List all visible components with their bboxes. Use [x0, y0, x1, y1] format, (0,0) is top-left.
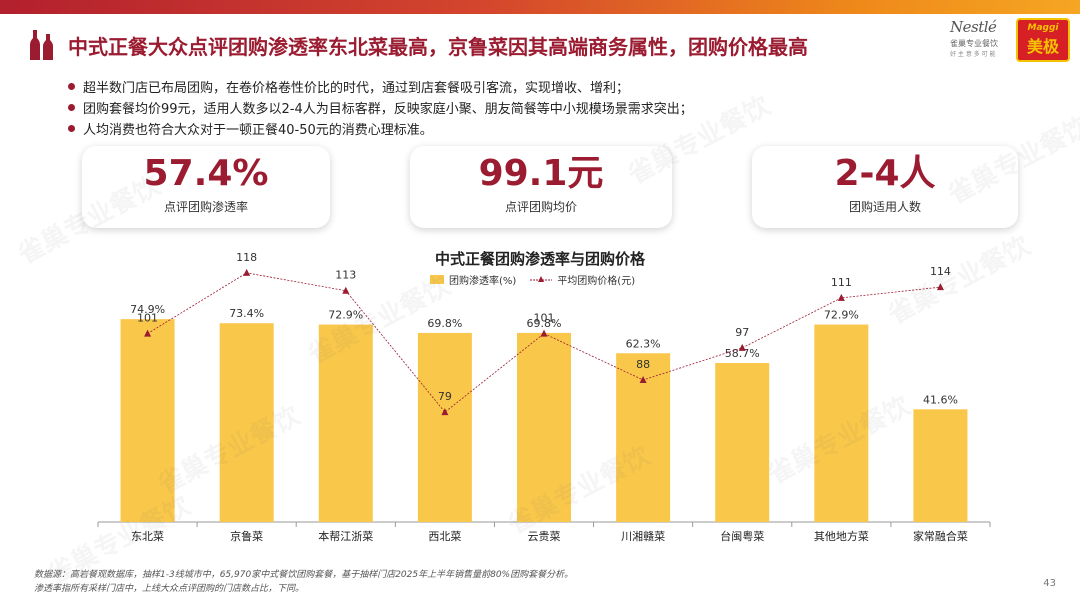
- footnote: 数据源：高岩餐观数据库，抽样1-3线城市中，65,970家中式餐饮团购套餐，基于…: [34, 568, 573, 596]
- price-data-label: 113: [335, 269, 356, 282]
- price-point-0: [144, 329, 152, 337]
- chart-legend: 团购渗透率(%) 平均团购价格(元): [430, 272, 635, 287]
- kpi-value: 99.1元: [478, 153, 604, 194]
- title-row: 中式正餐大众点评团购渗透率东北菜最高，京鲁菜因其高端商务属性，团购价格最高: [28, 28, 808, 62]
- price-data-label: 111: [831, 276, 852, 289]
- bar-8: [913, 409, 968, 522]
- maggi-logo: Maggi 美极: [1016, 18, 1070, 62]
- x-tick-label: 京鲁菜: [230, 529, 263, 543]
- nestle-wordmark: Nestlé: [950, 18, 997, 36]
- bar-6: [715, 363, 770, 522]
- bar-data-label: 73.4%: [229, 307, 264, 320]
- kpi-label: 团购适用人数: [848, 200, 921, 214]
- price-data-label: 79: [438, 390, 452, 403]
- chart-title: 中式正餐团购渗透率与团购价格: [434, 250, 645, 268]
- price-point-2: [342, 286, 350, 294]
- bar-data-label: 69.8%: [527, 317, 562, 330]
- price-point-3: [441, 408, 449, 416]
- footnote-line: 数据源：高岩餐观数据库，抽样1-3线城市中，65,970家中式餐饮团购套餐，基于…: [34, 570, 574, 580]
- price-point-1: [243, 268, 251, 276]
- kpi-card-avg-price: 99.1元 点评团购均价: [410, 146, 672, 228]
- bar-2: [318, 324, 373, 522]
- x-tick-label: 川湘赣菜: [621, 529, 665, 543]
- bar-data-label: 58.7%: [725, 347, 760, 360]
- legend-line-label: 平均团购价格(元): [557, 276, 636, 287]
- x-tick-label: 东北菜: [131, 530, 164, 543]
- x-tick-label: 西北菜: [428, 530, 461, 543]
- price-data-label: 101: [137, 312, 158, 325]
- price-point-8: [936, 283, 944, 291]
- maggi-wordmark: Maggi: [1027, 23, 1059, 33]
- bullet-item: 超半数门店已布局团购，在卷价格卷性价比的时代，通过到店套餐吸引客流，实现增收、增…: [68, 76, 693, 97]
- legend-line-swatch: [530, 276, 553, 282]
- legend-bar-swatch: [430, 275, 444, 284]
- kpi-card-penetration: 57.4% 点评团购渗透率: [82, 146, 330, 228]
- bar-data-label: 41.6%: [923, 393, 958, 406]
- brand-logos: Nestlé 雀巢专业餐饮 好 主 意 多 可 能 Maggi 美极: [950, 16, 1070, 64]
- wine-bottle-icon: [30, 30, 53, 60]
- price-data-label: 88: [636, 358, 650, 371]
- footnote-line: 渗透率指所有采样门店中，上线大众点评团购的门店数占比，下同。: [34, 584, 305, 594]
- chart-plot: 74.9% 东北菜 73.4% 京鲁菜 72.9% 本帮江浙菜 69.8% 西北菜 69.8% 云…: [97, 251, 991, 543]
- bar-7: [814, 324, 869, 522]
- bar-data-label: 72.9%: [328, 309, 363, 322]
- bar-4: [517, 332, 571, 522]
- bar-data-label: 62.3%: [626, 337, 661, 350]
- page-number: 43: [1043, 578, 1056, 589]
- nestle-slogan: 好 主 意 多 可 能: [950, 51, 996, 58]
- price-point-7: [837, 293, 845, 301]
- nestle-cn-name: 雀巢专业餐饮: [950, 39, 998, 48]
- price-line: [147, 272, 941, 413]
- price-data-label: 118: [236, 251, 257, 264]
- maggi-cn-name: 美极: [1026, 37, 1059, 56]
- price-point-4: [540, 329, 548, 337]
- bar-1: [219, 323, 274, 522]
- price-data-label: 101: [534, 312, 555, 325]
- bar-data-label: 69.8%: [427, 317, 462, 330]
- kpi-label: 点评团购渗透率: [163, 200, 248, 214]
- price-data-label: 114: [930, 265, 951, 278]
- price-data-label: 97: [735, 326, 749, 339]
- bullet-item: 团购套餐均价99元，适用人数多以2-4人为目标客群，反映家庭小聚、朋友简餐等中小…: [68, 97, 693, 118]
- bullet-dot-icon: [68, 125, 75, 132]
- price-point-6: [738, 343, 746, 351]
- kpi-card-group-size: 2-4人 团购适用人数: [752, 146, 1018, 228]
- bullet-dot-icon: [68, 83, 75, 90]
- bullet-text: 团购套餐均价99元，适用人数多以2-4人为目标客群，反映家庭小聚、朋友简餐等中小…: [83, 102, 693, 117]
- bar-0: [120, 319, 175, 522]
- bar-3: [417, 332, 472, 522]
- x-tick-label: 云贵菜: [528, 530, 561, 543]
- bullet-list: 超半数门店已布局团购，在卷价格卷性价比的时代，通过到店套餐吸引客流，实现增收、增…: [68, 76, 693, 139]
- x-tick-label: 家常融合菜: [913, 529, 968, 543]
- kpi-value: 2-4人: [834, 153, 936, 194]
- kpi-label: 点评团购均价: [504, 200, 577, 214]
- x-tick-label: 台闽粤菜: [720, 529, 764, 543]
- x-tick-label: 本帮江浙菜: [318, 529, 373, 543]
- nestle-logo: Nestlé 雀巢专业餐饮 好 主 意 多 可 能: [950, 18, 1014, 62]
- bullet-text: 超半数门店已布局团购，在卷价格卷性价比的时代，通过到店套餐吸引客流，实现增收、增…: [83, 81, 630, 96]
- price-point-5: [639, 376, 647, 383]
- header-gradient-band: [0, 0, 1080, 14]
- page-title: 中式正餐大众点评团购渗透率东北菜最高，京鲁菜因其高端商务属性，团购价格最高: [68, 34, 808, 59]
- x-tick-label: 其他地方菜: [814, 529, 869, 543]
- kpi-value: 57.4%: [143, 153, 269, 194]
- bullet-dot-icon: [68, 104, 75, 111]
- bar-data-label: 74.9%: [130, 303, 165, 316]
- bar-data-label: 72.9%: [824, 309, 859, 322]
- legend-bar-label: 团购渗透率(%): [449, 276, 517, 287]
- bullet-item: 人均消费也符合大众对于一顿正餐40-50元的消费心理标准。: [68, 118, 693, 139]
- bullet-text: 人均消费也符合大众对于一顿正餐40-50元的消费心理标准。: [83, 123, 433, 138]
